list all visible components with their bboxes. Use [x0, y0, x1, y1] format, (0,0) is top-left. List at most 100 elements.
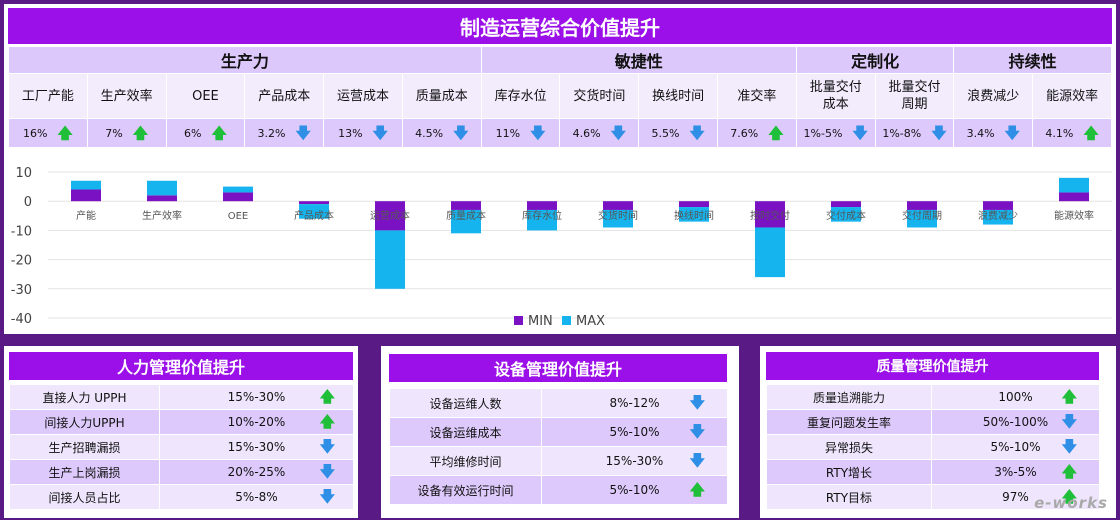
equipment-table: 设备运维人数 8%-12% 🡇 设备运维成本 5%-10% 🡇 平均维修时间 15%-30% 🡇…	[389, 388, 728, 505]
category-header: 生产力	[8, 46, 482, 74]
arrow-up-icon: 🡅	[319, 387, 335, 406]
arrow-up-icon: 🡅	[1083, 123, 1099, 142]
x-tick-label: 换线时间	[674, 209, 714, 222]
table-row: 质量追溯能力 100% 🡅	[766, 384, 1100, 410]
row-value: 5%-10%	[609, 425, 660, 439]
legend-label: MIN	[528, 314, 553, 329]
metric-name: 质量成本	[401, 73, 482, 119]
arrow-up-icon: 🡅	[57, 123, 73, 142]
arrow-down-icon: 🡇	[295, 123, 311, 142]
legend-label: MAX	[576, 314, 605, 329]
arrow-up-icon: 🡅	[1061, 462, 1077, 481]
page-title: 制造运营综合价值提升	[8, 8, 1112, 44]
x-tick-label: 浪费减少	[978, 209, 1018, 222]
row-value-cell: 50%-100% 🡇	[931, 409, 1100, 435]
category-header: 敏捷性	[480, 46, 797, 74]
metric-value-wrap: 1%-5% 🡇	[797, 125, 875, 141]
metric-value-row: 16% 🡅 7% 🡅 6% 🡅 3.2% 🡇 13% 🡇 4.5% 🡇 11% 🡇 4.6% 🡇 5.5% 🡇 7.…	[8, 118, 1112, 148]
table-row: 设备运维人数 8%-12% 🡇	[389, 388, 728, 418]
arrow-down-icon: 🡇	[610, 123, 627, 142]
table-row: 设备运维成本 5%-10% 🡇	[389, 417, 728, 447]
row-value-cell: 3%-5% 🡅	[931, 459, 1100, 485]
bar-max	[147, 180, 177, 196]
metric-value-cell: 4.5% 🡇	[401, 118, 482, 148]
y-tick-label: 0	[24, 195, 32, 210]
row-value-cell: 5%-10% 🡇	[931, 434, 1100, 460]
metric-value: 16%	[22, 126, 48, 140]
metric-value-wrap: 13% 🡇	[324, 125, 402, 141]
row-value-cell: 5%-8% 🡇	[159, 484, 354, 510]
metric-value-cell: 4.1% 🡅	[1032, 118, 1112, 148]
metric-value: 3.2%	[257, 126, 286, 140]
row-value-cell: 100% 🡅	[931, 384, 1100, 410]
category-header: 持续性	[953, 46, 1112, 74]
metric-value-cell: 7% 🡅	[86, 118, 167, 148]
arrow-down-icon: 🡇	[1061, 412, 1077, 431]
row-label: 生产上岗漏损	[9, 459, 160, 485]
bar-min	[71, 189, 101, 202]
x-tick-label: 产能	[76, 209, 96, 222]
metric-name: 交货时间	[559, 73, 640, 119]
row-value: 15%-30%	[227, 440, 286, 454]
metric-value: 4.1%	[1045, 126, 1074, 140]
arrow-down-icon: 🡇	[689, 123, 705, 142]
x-tick-label: 产品成本	[294, 209, 334, 222]
metric-value-cell: 6% 🡅	[165, 118, 246, 148]
row-label: 设备有效运行时间	[389, 475, 542, 505]
row-value-cell: 20%-25% 🡇	[159, 459, 354, 485]
arrow-down-icon: 🡇	[931, 123, 947, 142]
quality-table: 质量追溯能力 100% 🡅 重复问题发生率 50%-100% 🡇 异常损失 5%-10% 🡇 RT…	[766, 384, 1100, 510]
row-label: 直接人力 UPPH	[9, 384, 160, 410]
metric-name: 运营成本	[323, 73, 403, 119]
kpi-table: 生产力 敏捷性 定制化 持续性 工厂产能 生产效率 OEE 产品成本 运营成本 质量成本 库存水位…	[8, 46, 1112, 148]
arrow-up-icon: 🡅	[1061, 387, 1077, 406]
bar-max	[679, 207, 709, 222]
metric-name: 工厂产能	[8, 73, 88, 119]
arrow-down-icon: 🡇	[530, 123, 546, 142]
metric-value-wrap: 3.4% 🡇	[954, 123, 1032, 142]
row-value: 3%-5%	[994, 465, 1037, 479]
bar-min	[679, 201, 709, 208]
arrow-down-icon: 🡇	[689, 393, 705, 412]
row-label: 异常损失	[766, 434, 932, 460]
legend-swatch	[562, 316, 571, 325]
x-tick-label: 按时交付	[750, 209, 790, 222]
hr-panel: 人力管理价值提升 直接人力 UPPH 15%-30% 🡅 间接人力UPPH 10%-20…	[4, 346, 358, 518]
arrow-down-icon: 🡇	[1061, 437, 1077, 456]
metric-value-wrap: 16% 🡅	[9, 123, 87, 142]
category-header-row: 生产力 敏捷性 定制化 持续性	[8, 46, 1112, 74]
arrow-down-icon: 🡇	[453, 123, 469, 142]
row-value: 20%-25%	[227, 465, 286, 479]
metric-value-wrap: 1%-8% 🡇	[876, 123, 954, 142]
equipment-panel: 设备管理价值提升 设备运维人数 8%-12% 🡇 设备运维成本 5%-10% 🡇 平均维修时…	[381, 346, 739, 518]
bar-min	[983, 201, 1013, 210]
bar-max	[907, 209, 937, 228]
metric-value: 6%	[184, 126, 202, 140]
metric-value: 11%	[495, 126, 521, 140]
metric-value: 5.5%	[651, 126, 680, 140]
category-header: 定制化	[795, 46, 955, 74]
metric-name: 批量交付周期	[874, 73, 955, 119]
metric-value-cell: 3.2% 🡇	[244, 118, 325, 148]
metric-value-cell: 1%-8% 🡇	[874, 118, 955, 148]
arrow-up-icon: 🡅	[211, 123, 227, 142]
row-label: 设备运维成本	[389, 417, 542, 447]
bar-min	[907, 201, 937, 210]
x-tick-label: 交付成本	[826, 209, 866, 222]
table-row: 间接人力UPPH 10%-20% 🡅	[9, 409, 354, 435]
metric-name: 换线时间	[638, 73, 719, 119]
metric-value-wrap: 7% 🡅	[88, 125, 166, 141]
row-label: 间接人员占比	[9, 484, 160, 510]
arrow-down-icon: 🡇	[1004, 123, 1020, 142]
row-label: RTY目标	[766, 484, 932, 510]
hr-table: 直接人力 UPPH 15%-30% 🡅 间接人力UPPH 10%-20% 🡅 生产招聘漏损 1…	[9, 384, 354, 510]
metric-value-cell: 3.4% 🡇	[953, 118, 1034, 148]
metric-name: 能源效率	[1032, 73, 1112, 119]
arrow-up-icon: 🡅	[319, 412, 335, 431]
bar-min	[375, 201, 405, 231]
bar-max	[755, 227, 785, 278]
metric-value: 3.4%	[966, 126, 995, 140]
bar-max	[451, 209, 481, 234]
table-row: RTY增长 3%-5% 🡅	[766, 459, 1100, 485]
arrow-up-icon: 🡅	[689, 480, 705, 499]
